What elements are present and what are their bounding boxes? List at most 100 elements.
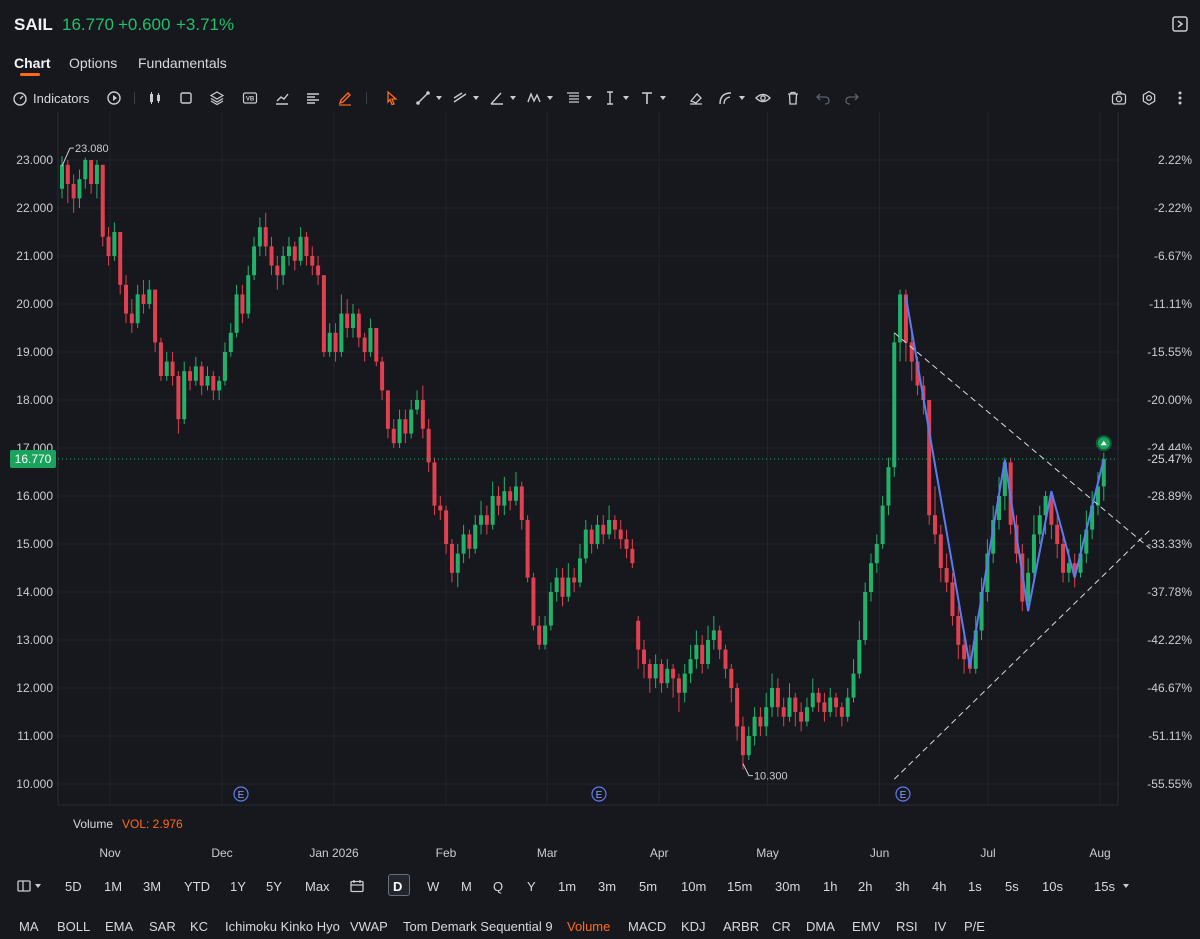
candle-body[interactable] — [176, 376, 181, 420]
candle-body[interactable] — [438, 505, 443, 511]
candle-body[interactable] — [449, 544, 454, 573]
candle-body[interactable] — [700, 644, 705, 664]
chevron-down-icon[interactable] — [35, 884, 41, 888]
candle-body[interactable] — [385, 390, 390, 429]
candle-body[interactable] — [543, 625, 548, 645]
candle-body[interactable] — [740, 726, 745, 756]
candle-body[interactable] — [193, 366, 198, 381]
candle-body[interactable] — [362, 337, 367, 352]
candle-body[interactable] — [205, 376, 210, 386]
chevron-down-icon[interactable] — [623, 96, 629, 100]
candle-body[interactable] — [415, 400, 420, 410]
candle-body[interactable] — [403, 419, 408, 434]
candle-body[interactable] — [479, 515, 484, 525]
period-1s[interactable]: 1s — [968, 879, 982, 894]
candle-body[interactable] — [572, 577, 577, 583]
candle-body[interactable] — [874, 544, 879, 564]
indicator-p-e[interactable]: P/E — [964, 919, 985, 934]
indicator-iv[interactable]: IV — [934, 919, 947, 934]
replay-icon[interactable] — [104, 88, 124, 108]
candle-body[interactable] — [537, 625, 542, 645]
candle-body[interactable] — [985, 553, 990, 592]
candle-body[interactable] — [409, 409, 414, 434]
candle-body[interactable] — [94, 164, 99, 184]
period-10s[interactable]: 10s — [1042, 879, 1063, 894]
period-15m[interactable]: 15m — [727, 879, 753, 894]
candle-body[interactable] — [339, 313, 344, 352]
candle-body[interactable] — [548, 592, 553, 626]
candle-body[interactable] — [298, 236, 303, 261]
candle-body[interactable] — [316, 265, 321, 276]
candle-body[interactable] — [764, 707, 769, 727]
candle-body[interactable] — [234, 294, 239, 333]
period-10m[interactable]: 10m — [681, 879, 707, 894]
vertical-line-icon[interactable] — [600, 88, 620, 108]
candle-body[interactable] — [380, 361, 385, 391]
period-max[interactable]: Max — [305, 879, 330, 894]
candle-body[interactable] — [444, 510, 449, 544]
candle-body[interactable] — [723, 649, 728, 669]
candle-body[interactable] — [868, 563, 873, 592]
candle-body[interactable] — [979, 592, 984, 631]
earnings-marker[interactable] — [233, 786, 249, 802]
candle-body[interactable] — [787, 697, 792, 717]
candle-body[interactable] — [496, 496, 501, 506]
indicator-ichimoku-kinko-hyo[interactable]: Ichimoku Kinko Hyo — [225, 919, 340, 934]
price-chart[interactable]: 23.000 2.22% 22.000 -2.22% 21.000 -6.67% 20.00… — [0, 112, 1200, 867]
candle-body[interactable] — [839, 707, 844, 717]
indicator-tom-demark-sequential-9[interactable]: Tom Demark Sequential 9 — [403, 919, 553, 934]
candle-body[interactable] — [1061, 544, 1066, 573]
align-icon[interactable] — [303, 88, 323, 108]
candle-body[interactable] — [770, 688, 775, 708]
chevron-down-icon[interactable] — [473, 96, 479, 100]
tab-chart[interactable]: Chart — [14, 55, 51, 71]
candle-body[interactable] — [612, 520, 617, 530]
candle-body[interactable] — [426, 428, 431, 463]
more-icon[interactable] — [1170, 88, 1190, 108]
period-w[interactable]: W — [427, 879, 440, 894]
candle-body[interactable] — [217, 380, 222, 391]
candle-body[interactable] — [892, 342, 897, 468]
period-5y[interactable]: 5Y — [266, 879, 282, 894]
earnings-marker[interactable] — [895, 786, 911, 802]
indicator-vwap[interactable]: VWAP — [350, 919, 388, 934]
candle-body[interactable] — [810, 692, 815, 708]
candle-body[interactable] — [577, 558, 582, 583]
candle-body[interactable] — [962, 644, 967, 660]
candle-body[interactable] — [822, 702, 827, 712]
indicator-rsi[interactable]: RSI — [896, 919, 918, 934]
chevron-down-icon[interactable] — [436, 96, 442, 100]
candle-body[interactable] — [246, 275, 251, 314]
candle-body[interactable] — [275, 265, 280, 276]
brush-icon[interactable] — [335, 88, 355, 108]
vb-icon[interactable]: VB — [240, 88, 260, 108]
crop-icon[interactable] — [176, 88, 196, 108]
redo-icon[interactable] — [842, 88, 862, 108]
candle-body[interactable] — [1095, 486, 1100, 506]
candle-body[interactable] — [1055, 524, 1060, 544]
eye-icon[interactable] — [753, 88, 773, 108]
candle-body[interactable] — [182, 371, 187, 420]
period-q[interactable]: Q — [493, 879, 504, 894]
chevron-down-icon[interactable] — [586, 96, 592, 100]
candle-body[interactable] — [1031, 534, 1036, 573]
candle-body[interactable] — [938, 534, 943, 568]
candle-body[interactable] — [997, 496, 1002, 520]
candle-body[interactable] — [1002, 462, 1007, 496]
candle-body[interactable] — [566, 577, 571, 597]
period-d[interactable]: D — [393, 879, 403, 894]
candle-body[interactable] — [508, 491, 513, 501]
candle-body[interactable] — [933, 515, 937, 535]
candle-body[interactable] — [1066, 563, 1071, 573]
candle-body[interactable] — [694, 644, 699, 660]
trash-icon[interactable] — [783, 88, 803, 108]
candle-body[interactable] — [513, 486, 518, 501]
candle-body[interactable] — [100, 164, 105, 237]
candle-body[interactable] — [188, 371, 193, 381]
tab-fundamentals[interactable]: Fundamentals — [138, 55, 227, 71]
candle-body[interactable] — [717, 630, 722, 650]
candle-body[interactable] — [758, 716, 763, 727]
candle-body[interactable] — [560, 577, 565, 597]
period-y[interactable]: Y — [527, 879, 536, 894]
candle-body[interactable] — [327, 332, 332, 352]
